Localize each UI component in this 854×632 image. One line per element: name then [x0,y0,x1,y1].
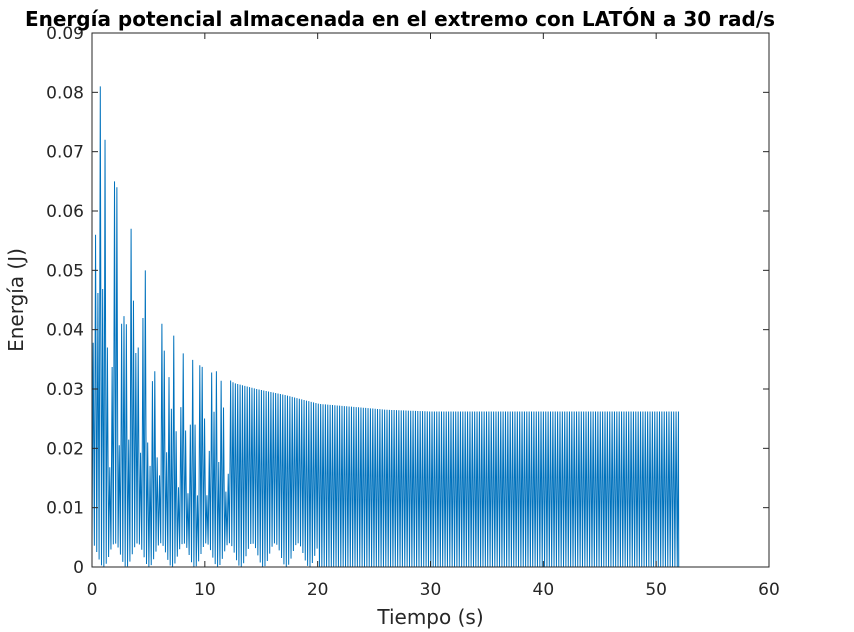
y-tick-label: 0.04 [46,321,84,341]
y-tick-label: 0.02 [46,439,84,459]
y-tick-label: 0.08 [46,83,84,103]
y-tick-label: 0.03 [46,380,84,400]
x-tick-label: 50 [645,580,667,600]
chart-title: Energía potencial almacenada en el extre… [25,7,775,31]
x-tick-label: 40 [533,580,555,600]
y-tick-label: 0 [73,558,84,578]
x-tick-label: 20 [307,580,329,600]
y-tick-label: 0.01 [46,499,84,519]
y-tick-label: 0.07 [46,143,84,163]
x-axis-ticks: 0 10 20 30 40 50 60 [87,33,780,600]
y-tick-label: 0.05 [46,261,84,281]
x-tick-label: 10 [194,580,216,600]
y-tick-label: 0.09 [46,24,84,44]
y-axis-label: Energía (J) [4,248,28,352]
x-axis-label: Tiempo (s) [376,605,483,629]
x-tick-label: 0 [87,580,98,600]
x-tick-label: 30 [420,580,442,600]
y-tick-label: 0.06 [46,202,84,222]
x-tick-label: 60 [758,580,780,600]
y-axis-ticks: 0 0.01 0.02 0.03 0.04 0.05 0.06 0.07 0.08 0.09 [46,24,769,578]
